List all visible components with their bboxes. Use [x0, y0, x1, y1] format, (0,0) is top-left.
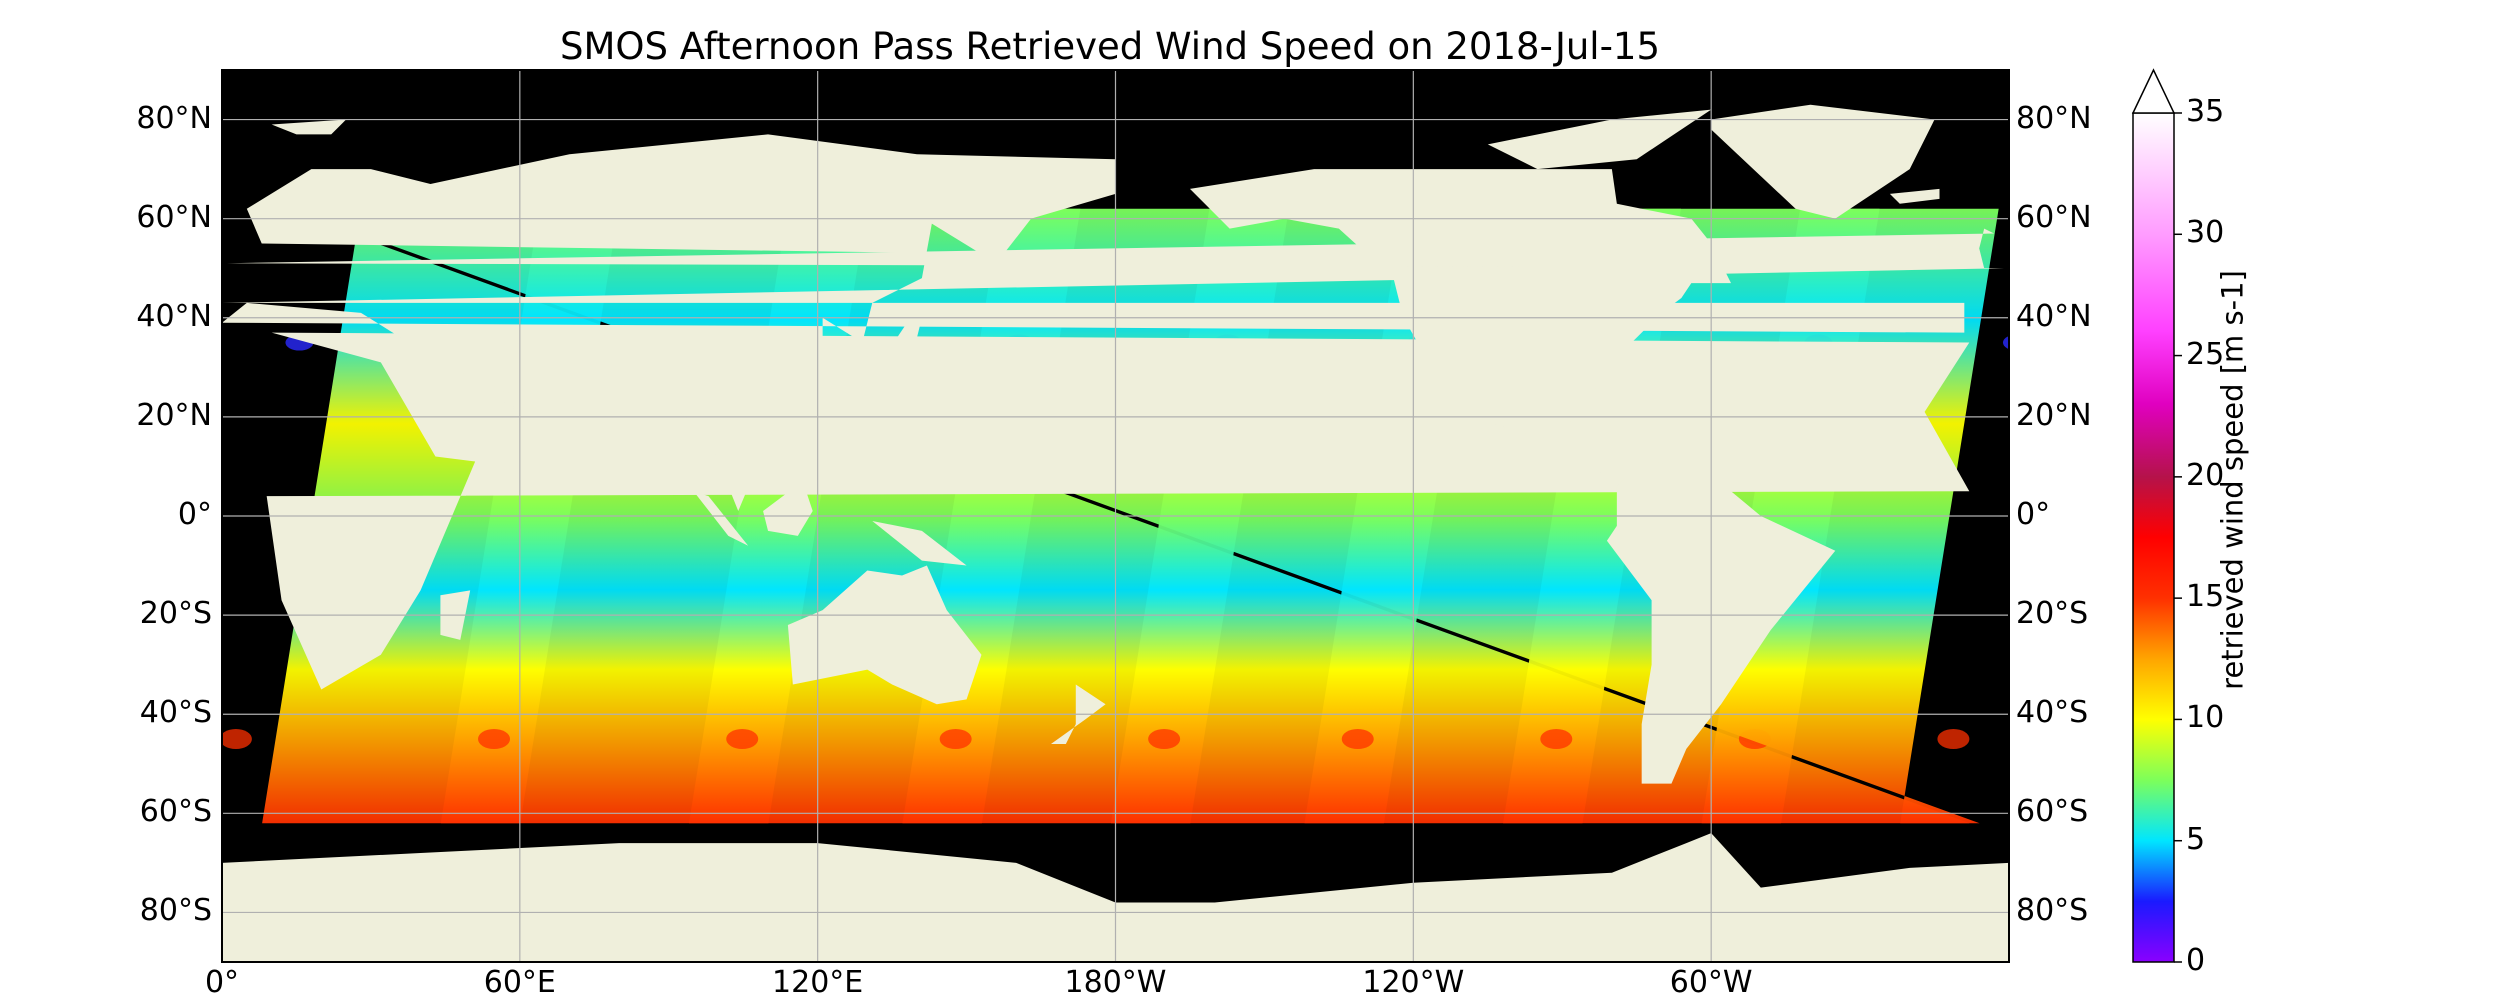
high-wind-patch	[1341, 729, 1374, 749]
lat-tick-label: 20°S	[2016, 596, 2089, 632]
land-greenland	[1711, 104, 1935, 219]
colorbar-tick-label: 5	[2186, 821, 2206, 857]
land-arctic-islands	[1487, 109, 1712, 170]
lat-tick-label: 20°N	[136, 397, 212, 433]
lat-tick-label: 20°S	[139, 596, 212, 632]
land-svalbard	[271, 119, 347, 135]
high-wind-patch	[1937, 729, 1970, 749]
land-arabia	[390, 357, 515, 452]
land-south-america	[1606, 461, 1836, 784]
land-iceland	[1889, 188, 1940, 204]
graticule	[222, 70, 2009, 962]
lon-tick-label: 120°E	[772, 965, 864, 1000]
colorbar-tick-label: 35	[2186, 94, 2225, 129]
lon-tick-label: 0°	[204, 965, 240, 1000]
chart-title: SMOS Afternoon Pass Retrieved Wind Speed…	[559, 25, 1661, 68]
lat-tick-label: 40°S	[139, 695, 212, 731]
colorbar	[2131, 68, 2182, 963]
lat-tick-label: 40°S	[2016, 695, 2089, 731]
lat-tick-label: 80°N	[136, 100, 212, 136]
land-sumatra	[693, 491, 749, 546]
colorbar-ticks	[2174, 112, 2182, 963]
land-uk	[226, 228, 1995, 269]
colorbar-tick-label: 0	[2186, 943, 2206, 978]
high-wind-patch	[222, 729, 252, 749]
lat-tick-label: 20°N	[2016, 397, 2092, 433]
colorbar-tick-label: 30	[2186, 215, 2225, 251]
lon-tick-label: 60°E	[483, 965, 556, 1000]
map-area	[222, 70, 2009, 962]
high-wind-patch	[478, 729, 511, 749]
high-wind-patch	[1540, 729, 1573, 749]
colorbar-gradient	[2132, 112, 2175, 963]
lat-tick-label: 0°	[177, 497, 212, 532]
colorbar-label: retrieved wind speed [m s-1]	[2215, 270, 2250, 690]
lon-tick-label: 120°W	[1362, 965, 1465, 1000]
lat-tick-label: 40°N	[2016, 298, 2092, 334]
land-eurasia	[222, 134, 2005, 512]
high-wind-patch	[1148, 729, 1181, 749]
map-frame	[221, 69, 2010, 963]
land-north-america	[1189, 169, 1732, 437]
land-antarctica	[222, 833, 2009, 962]
colorbar-tick-label: 15	[2186, 579, 2225, 615]
colorbar-tick-label: 10	[2186, 700, 2225, 736]
lat-tick-label: 60°N	[136, 199, 212, 235]
colorbar-extend-arrow	[2131, 68, 2176, 114]
lat-tick-label: 0°	[2016, 497, 2051, 532]
lat-tick-label: 80°S	[139, 893, 212, 929]
land-australia	[787, 565, 982, 705]
lon-tick-label: 180°W	[1064, 965, 1167, 1000]
land-new-guinea	[872, 520, 967, 566]
land-masses	[222, 104, 2009, 962]
land-borneo	[763, 481, 813, 536]
land-japan	[867, 307, 922, 358]
colorbar-tick-label: 25	[2186, 336, 2225, 372]
lat-tick-label: 40°N	[136, 298, 212, 334]
high-wind-patch	[939, 729, 972, 749]
high-wind-patch	[726, 729, 759, 749]
colorbar-tick-label: 20	[2186, 457, 2225, 493]
lat-tick-label: 60°S	[139, 794, 212, 830]
low-wind-patch	[2002, 335, 2009, 350]
lat-tick-label: 80°N	[2016, 100, 2092, 136]
lat-tick-label: 80°S	[2016, 893, 2089, 929]
lat-tick-label: 60°N	[2016, 199, 2092, 235]
lat-tick-label: 60°S	[2016, 794, 2089, 830]
lon-tick-label: 60°W	[1669, 965, 1753, 1000]
